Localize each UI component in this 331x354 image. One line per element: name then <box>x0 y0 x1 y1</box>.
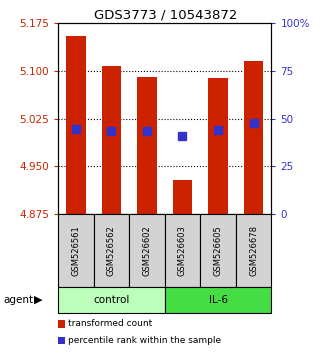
Text: GSM526561: GSM526561 <box>71 225 80 276</box>
Text: GSM526562: GSM526562 <box>107 225 116 276</box>
Bar <box>102 66 121 214</box>
Bar <box>129 214 165 287</box>
Bar <box>66 36 85 214</box>
Bar <box>208 79 228 214</box>
Text: GSM526605: GSM526605 <box>213 225 222 276</box>
Text: control: control <box>93 295 129 305</box>
Bar <box>165 214 200 287</box>
Text: percentile rank within the sample: percentile rank within the sample <box>68 336 221 345</box>
Bar <box>236 214 271 287</box>
Text: GSM526602: GSM526602 <box>142 225 151 276</box>
Bar <box>93 214 129 287</box>
Text: ▶: ▶ <box>34 295 42 305</box>
Bar <box>244 61 263 214</box>
Bar <box>58 214 93 287</box>
Text: GDS3773 / 10543872: GDS3773 / 10543872 <box>94 9 237 22</box>
Text: GSM526678: GSM526678 <box>249 225 258 276</box>
Text: transformed count: transformed count <box>68 319 152 329</box>
Text: GSM526603: GSM526603 <box>178 225 187 276</box>
Bar <box>58 287 165 313</box>
Bar <box>173 181 192 214</box>
Bar <box>200 214 236 287</box>
Text: IL-6: IL-6 <box>209 295 227 305</box>
Bar <box>137 77 157 214</box>
Text: agent: agent <box>3 295 33 305</box>
Bar <box>165 287 271 313</box>
